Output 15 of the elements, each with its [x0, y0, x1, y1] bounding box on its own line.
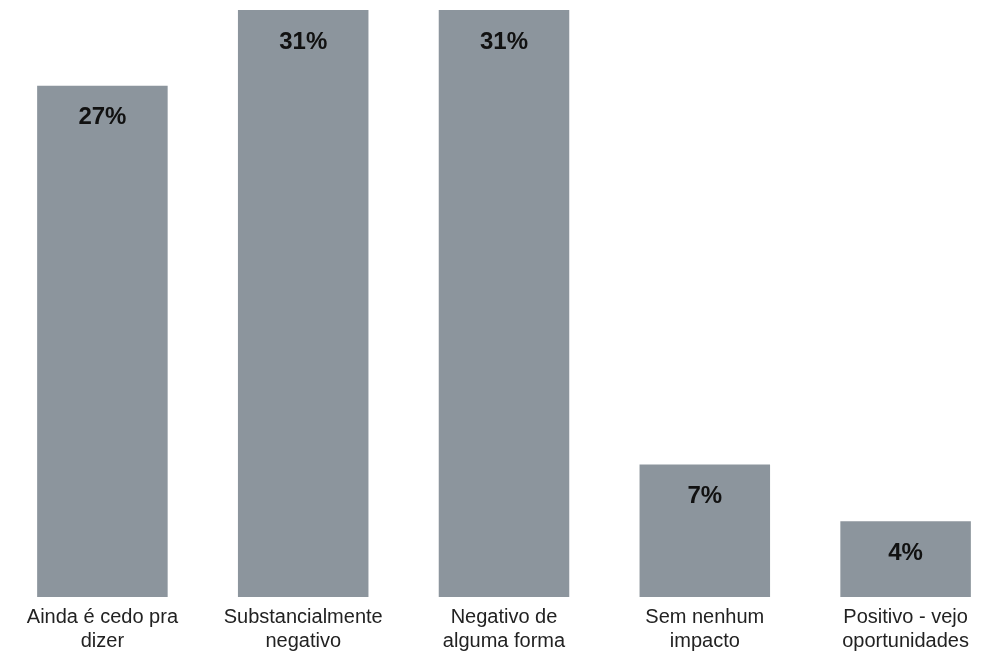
- bar: [840, 521, 971, 597]
- bar: [237, 10, 369, 597]
- x-tick-label: Ainda é cedo pra dizer: [26, 604, 179, 651]
- data-label: 31%: [279, 26, 328, 54]
- bar: [639, 464, 771, 597]
- data-label: 4%: [888, 537, 923, 565]
- data-label: 7%: [687, 481, 723, 509]
- bar: [438, 10, 570, 597]
- x-tick-label: Positivo - vejo oportunidades: [842, 604, 969, 651]
- x-tick-label: Negativo de alguma forma: [442, 604, 567, 651]
- x-tick-label: Substancialmente negativo: [223, 604, 383, 651]
- bar: [37, 85, 168, 597]
- data-label: 27%: [78, 102, 127, 130]
- data-label: 31%: [479, 26, 529, 54]
- x-tick-label: Sem nenhum impacto: [645, 604, 765, 651]
